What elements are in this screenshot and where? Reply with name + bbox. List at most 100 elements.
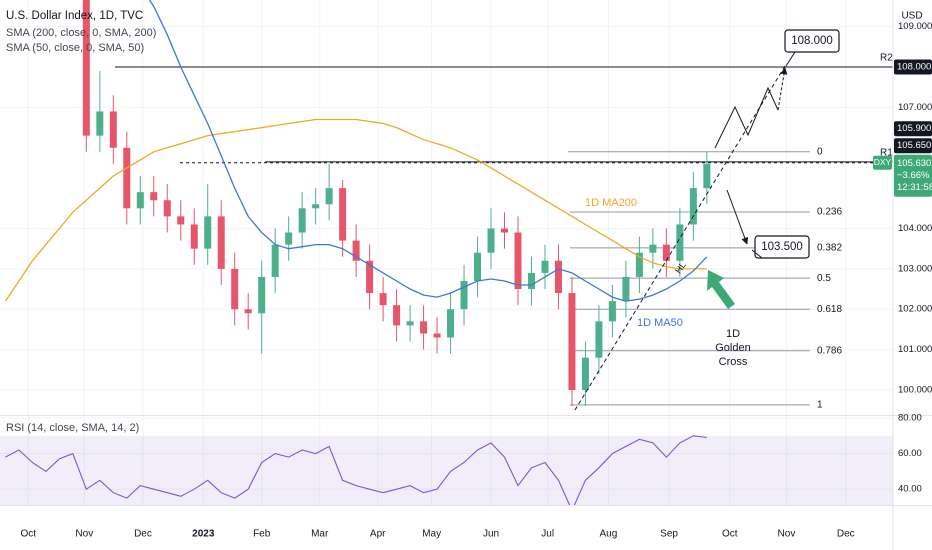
candle-body: [393, 305, 401, 326]
candle-body: [568, 293, 576, 390]
resistance-label: R1: [880, 148, 893, 159]
fib-label: 0.236: [817, 207, 842, 218]
countdown-label: 12:31:58: [897, 182, 932, 193]
candle-body: [635, 252, 643, 277]
x-tick-label: Oct: [21, 529, 37, 540]
rsi-label: RSI (14, close, SMA, 14, 2): [6, 422, 139, 434]
candle-body: [244, 309, 252, 314]
moving-average: [148, 0, 708, 302]
projection-path: [714, 86, 779, 149]
x-tick-label: Dec: [134, 529, 152, 540]
study-label: SMA (50, close, 0, SMA, 50): [6, 42, 144, 54]
price-tag-label: 108.000: [897, 62, 931, 73]
candle-body: [96, 111, 104, 136]
candle-body: [298, 208, 306, 233]
pullback-arrow: [726, 189, 749, 245]
y-tick-label: 103.000: [898, 263, 932, 274]
y-tick-label: 104.000: [898, 223, 932, 234]
y-tick-label: 101.000: [898, 344, 932, 355]
x-tick-label: Apr: [370, 529, 386, 540]
price-tag: [894, 138, 932, 154]
x-tick-label: May: [422, 529, 441, 540]
candle-body: [447, 309, 455, 338]
candle-body: [177, 216, 185, 225]
candle-body: [433, 333, 441, 338]
y-tick-label: 109.000: [898, 21, 932, 32]
candle-body: [501, 228, 509, 233]
chart-title: U.S. Dollar Index, 1D, TVC: [6, 10, 143, 22]
study-label: SMA (200, close, 0, SMA, 200): [6, 27, 156, 39]
candle-body: [271, 244, 279, 277]
golden-cross-label: 1D: [726, 328, 740, 340]
target-label: 108.000: [791, 35, 833, 47]
fib-label: 0: [817, 146, 823, 157]
candle-body: [527, 272, 535, 290]
fib-label: 1: [817, 400, 823, 411]
candle-body: [312, 204, 320, 209]
rsi-band: [0, 435, 893, 505]
candle-body: [514, 232, 522, 290]
candle-body: [420, 321, 428, 334]
fib-label: 0.786: [817, 345, 842, 356]
symbol-tag-label: DXY: [874, 157, 892, 167]
change-label: −3.66%: [897, 170, 930, 181]
price-tag: [894, 121, 932, 137]
candle-body: [595, 321, 603, 358]
candle-body: [622, 276, 630, 302]
x-tick-label: Aug: [599, 529, 617, 540]
candle-body: [109, 111, 117, 148]
candle-body: [487, 228, 495, 253]
target-pointer: [751, 249, 763, 259]
price-tag-label: 105.900: [897, 123, 931, 134]
candle-body: [474, 252, 482, 281]
x-tick-label: Nov: [778, 529, 796, 540]
y-tick-label: 100.000: [898, 384, 932, 395]
y-tick-label: 107.000: [898, 102, 932, 113]
fib-label: 0.5: [817, 273, 831, 284]
candle-body: [379, 293, 387, 306]
candle-body: [150, 192, 158, 201]
x-tick-label: Jun: [483, 529, 499, 540]
candle-body: [352, 240, 360, 261]
candle-body: [541, 260, 549, 273]
candle-body: [258, 276, 266, 314]
currency-label: USD: [901, 11, 922, 22]
target-pointer: [785, 51, 796, 67]
y-tick-label: 60.00: [898, 448, 922, 459]
golden-cross-label: Golden: [715, 342, 750, 354]
fib-label: 0.382: [817, 243, 842, 254]
x-tick-label: Oct: [722, 529, 738, 540]
y-tick-label: 40.00: [898, 484, 922, 495]
moving-average: [4, 118, 707, 302]
x-tick-label: Sep: [660, 529, 678, 540]
x-tick-label: Dec: [837, 529, 855, 540]
x-tick-label: Mar: [311, 529, 329, 540]
ma-label: 1D MA50: [637, 317, 683, 329]
candle-body: [136, 192, 144, 209]
candle-body: [123, 147, 131, 209]
candle-body: [339, 188, 347, 241]
price-tag-label: 105.650: [897, 140, 931, 151]
candle-body: [460, 280, 468, 310]
symbol-tag: [873, 155, 892, 170]
candle-body: [82, 0, 90, 136]
x-tick-label: 2023: [192, 529, 215, 540]
candle-body: [581, 357, 589, 390]
y-tick-label: 80.00: [898, 412, 922, 423]
golden-cross-arrow: [707, 270, 735, 309]
candle-body: [676, 224, 684, 261]
candle-body: [231, 268, 239, 310]
candle-body: [204, 216, 212, 249]
fib-label: 0.618: [817, 304, 842, 315]
x-tick-label: Jul: [541, 529, 554, 540]
projection-arrow: [777, 67, 788, 111]
rsi-line: [5, 435, 707, 505]
last-price-tag: [894, 154, 932, 197]
candle-body: [217, 216, 225, 269]
y-tick-label: 102.000: [898, 304, 932, 315]
candle-body: [366, 260, 374, 294]
candle-body: [649, 244, 657, 253]
